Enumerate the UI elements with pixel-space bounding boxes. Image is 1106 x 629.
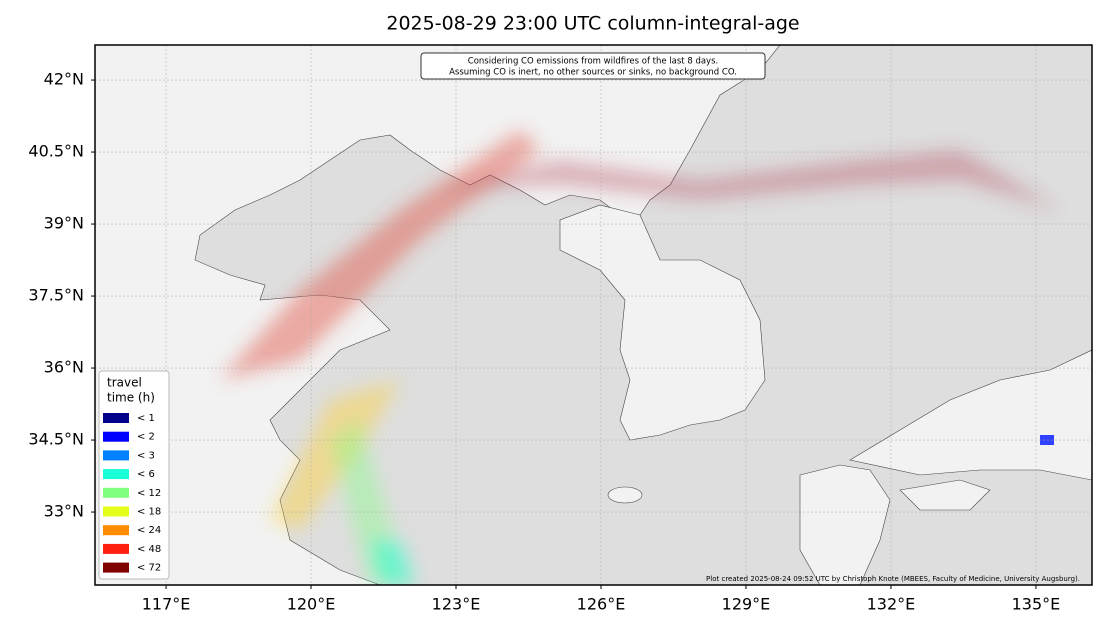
lon-tick-label: 123°E [432,595,481,614]
legend-swatch [103,431,129,442]
shikoku [899,479,991,511]
annotation-box [420,52,766,80]
legend-swatch [103,543,129,554]
legend-label: < 72 [137,563,161,574]
lat-tick-label: 36°N [44,358,84,377]
title: 2025-08-29 23:00 UTC column-integral-age [386,13,799,35]
legend-label: < 24 [137,525,161,536]
lon-tick-label: 126°E [577,595,626,614]
lon-tick-label: 132°E [867,595,916,614]
lat-tick-label: 33°N [44,502,84,521]
lat-tick-label: 40.5°N [28,142,84,161]
legend-label: < 1 [137,413,155,424]
lon-tick-label: 117°E [142,595,191,614]
legend-swatch [103,413,129,423]
lat-tick-label: 39°N [44,214,84,233]
legend-label: < 2 [137,432,155,443]
legend-label: < 6 [137,469,155,480]
korea [559,204,766,441]
legend-title: travel [107,376,142,390]
honshu [849,349,1092,481]
frame [94,44,1093,586]
lon-tick-label: 129°E [722,595,771,614]
legend-swatch [103,562,129,573]
lat-tick-label: 37.5°N [28,286,84,305]
lon-tick-label: 135°E [1012,595,1061,614]
legend-swatch [103,487,129,498]
legend-swatch [103,469,129,480]
credit: Plot created 2025-08-24 09:52 UTC by Chr… [706,575,1080,583]
legend-label: < 48 [137,544,161,555]
annotation: Considering CO emissions from wildfires … [468,57,718,67]
legend-label: < 3 [137,450,155,461]
lat-tick-label: 34.5°N [28,430,84,449]
legend-label: < 18 [137,507,161,518]
jeju [607,486,643,504]
annotation: Assuming CO is inert, no other sources o… [449,68,737,78]
lat-tick-label: 42°N [44,70,84,89]
legend-title: time (h) [107,391,155,405]
plumes [220,130,1060,585]
map [95,45,1092,585]
lon-tick-label: 120°E [287,595,336,614]
legend-swatch [103,506,129,517]
legend-label: < 12 [137,488,161,499]
legend-swatch [103,450,129,461]
kyushu [799,464,891,585]
legend-swatch [103,525,129,536]
